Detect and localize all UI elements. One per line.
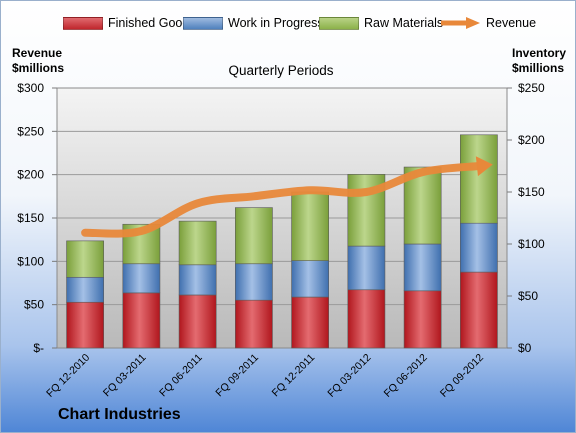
bar-work-in-progress	[403, 243, 442, 292]
right-axis-tick-label: $100	[518, 237, 545, 251]
bar-finished-goods	[122, 292, 161, 349]
right-axis-tick-label: $250	[518, 81, 545, 95]
legend-label-work-in-progress: Work in Progress	[228, 16, 324, 30]
bar-raw-materials	[235, 207, 273, 265]
legend-item-raw-materials: Raw Materials	[319, 14, 443, 32]
x-axis-tick-label: FQ 03-2011	[101, 352, 149, 400]
bar-raw-materials	[291, 191, 329, 261]
left-axis-tick-label: $100	[17, 254, 44, 268]
bar-work-in-progress	[347, 245, 386, 291]
raw-materials-swatch	[319, 16, 359, 30]
x-axis-tick-label: FQ 09-2011	[213, 352, 261, 400]
bar-finished-goods	[291, 296, 329, 349]
bar-finished-goods	[235, 299, 273, 349]
bar-finished-goods	[460, 271, 498, 349]
legend-item-revenue: Revenue	[441, 14, 536, 32]
right-axis-tick-label: $50	[518, 289, 538, 303]
legend-item-work-in-progress: Work in Progress	[183, 14, 324, 32]
left-axis-tick-label: $200	[17, 168, 44, 182]
right-axis-title-line-2: $millions	[512, 61, 565, 75]
left-axis-tick-label: $-	[33, 341, 44, 355]
right-axis-tick-label: $150	[518, 185, 545, 199]
x-axis-tick-label: FQ 09-2012	[438, 352, 486, 400]
revenue-arrowhead	[475, 156, 493, 177]
bar-finished-goods	[347, 289, 386, 349]
revenue-line-swatch	[441, 17, 480, 29]
bar-raw-materials	[66, 240, 104, 278]
legend-label-revenue: Revenue	[486, 16, 537, 30]
right-axis-tick-label: $200	[518, 133, 545, 147]
company-name: Chart Industries	[58, 406, 181, 423]
work-in-progress-swatch	[183, 16, 223, 30]
left-axis-tick-label: $250	[17, 124, 44, 138]
chart-title: Quarterly Periods	[228, 63, 334, 78]
x-axis-tick-label: FQ 06-2012	[382, 352, 430, 400]
left-axis-tick-label: $300	[17, 81, 44, 95]
right-axis-title-line-1: Inventory	[512, 46, 567, 60]
legend-item-finished-goods: Finished Goods	[63, 14, 196, 32]
finished-goods-swatch	[63, 16, 103, 30]
bar-raw-materials	[178, 220, 217, 266]
right-axis-title: Inventory $millions	[512, 46, 566, 76]
legend-label-finished-goods: Finished Goods	[108, 16, 196, 30]
revenue-line	[81, 162, 483, 238]
left-axis-tick-label: $150	[17, 211, 44, 225]
x-axis-tick-label: FQ 12-2011	[270, 352, 318, 400]
bar-finished-goods	[403, 290, 442, 349]
bar-finished-goods	[178, 294, 217, 349]
x-axis-tick-label: FQ 12-2010	[44, 352, 92, 400]
x-axis-tick-label: FQ 03-2012	[325, 352, 373, 400]
left-axis-title: Revenue $millions	[12, 46, 64, 76]
bar-work-in-progress	[122, 263, 161, 294]
x-axis-tick-label: FQ 06-2011	[157, 352, 205, 400]
left-axis-tick-label: $50	[24, 298, 44, 312]
bar-work-in-progress	[291, 260, 329, 298]
bar-work-in-progress	[460, 222, 498, 273]
bar-work-in-progress	[66, 276, 104, 303]
bar-raw-materials	[460, 134, 498, 224]
right-axis-tick-label: $0	[518, 341, 532, 355]
legend-label-raw-materials: Raw Materials	[364, 16, 444, 30]
bar-work-in-progress	[235, 263, 273, 301]
left-axis-title-line-2: $millions	[12, 61, 65, 75]
bar-work-in-progress	[178, 264, 217, 296]
left-axis-title-line-1: Revenue	[12, 46, 63, 60]
bar-finished-goods	[66, 301, 104, 349]
